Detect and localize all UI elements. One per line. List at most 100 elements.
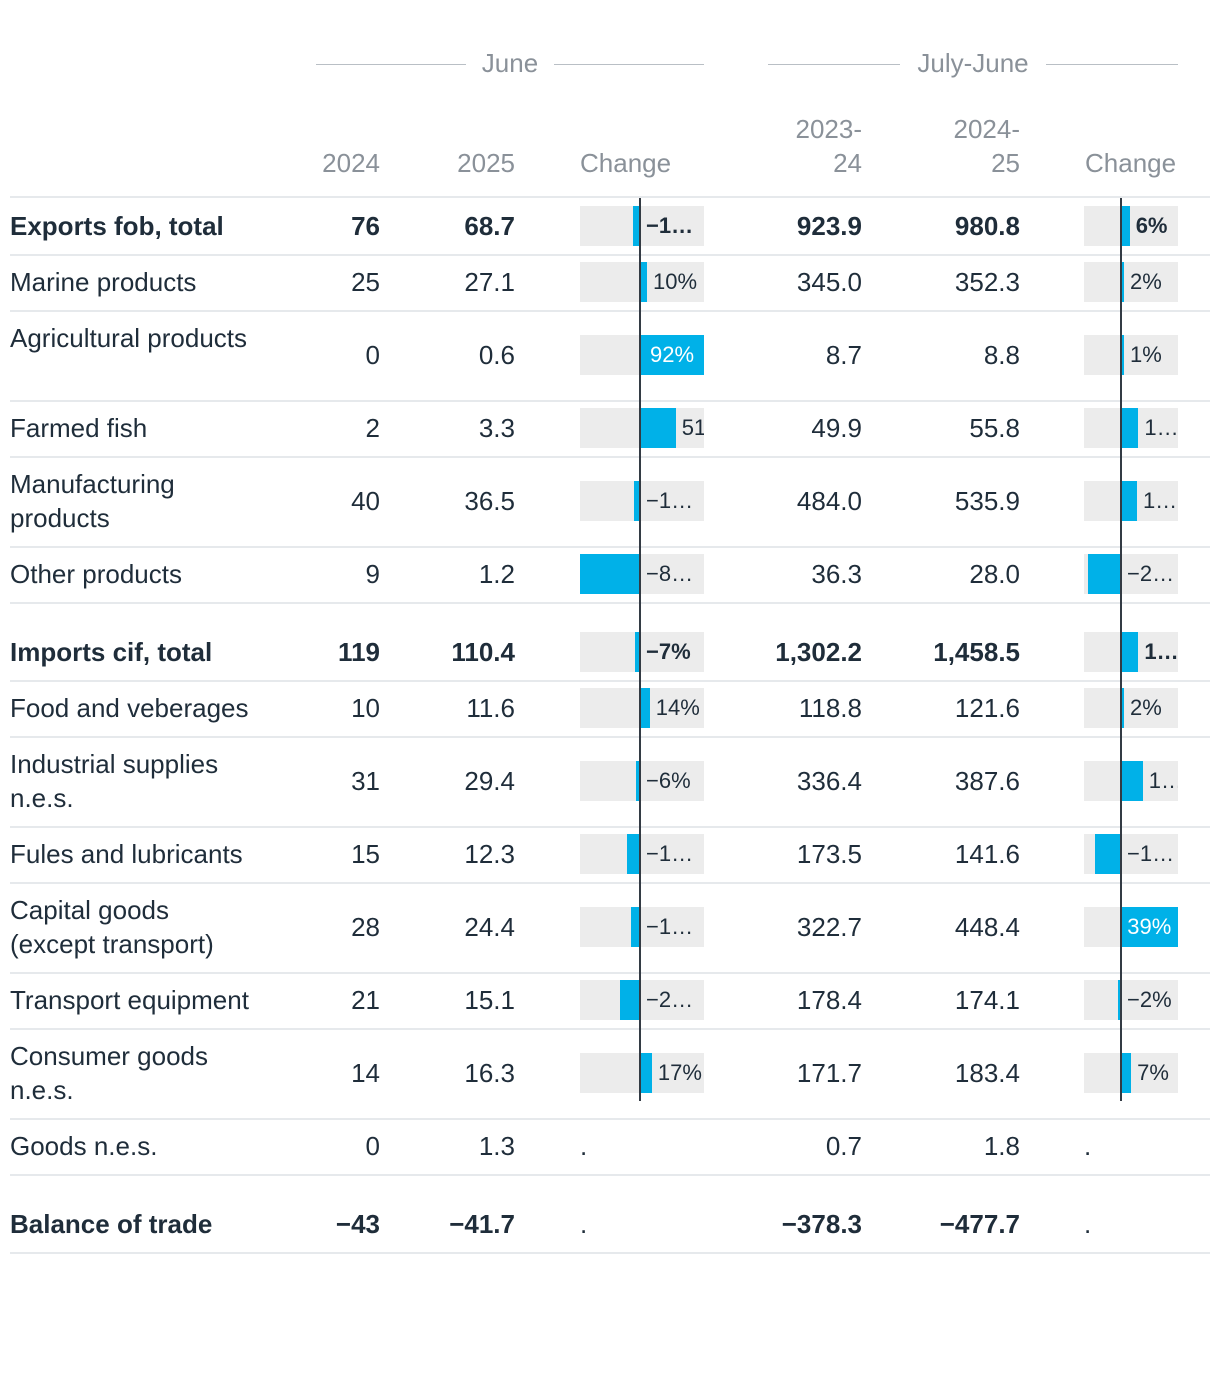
row-label: Transport equipment (10, 985, 249, 1015)
value-2025: 27.1 (464, 267, 515, 297)
col-header-2024: 2024 (322, 148, 380, 178)
row-label: Imports cif, total (10, 637, 213, 667)
value-2025: 12.3 (464, 839, 515, 869)
value-2025: 16.3 (464, 1058, 515, 1088)
value-2023-24: 8.7 (825, 340, 862, 370)
change-julyjune-na: . (1084, 1131, 1092, 1161)
change-june-label: −2… (646, 987, 694, 1012)
change-julyjune-bar (1121, 907, 1178, 947)
change-julyjune-label: −1… (1127, 841, 1175, 866)
value-2024-25: 174.1 (954, 985, 1020, 1015)
value-2023-24: 36.3 (811, 559, 862, 589)
value-2024-25: 141.6 (954, 839, 1020, 869)
col-header-change-june: Change (580, 148, 672, 178)
change-june-bar (640, 408, 676, 448)
row-label: Marine products (10, 267, 197, 297)
change-june-na: . (580, 1131, 588, 1161)
change-june-bar-bg (580, 632, 704, 672)
row-label: Agricultural products (10, 323, 247, 353)
value-2024: 119 (338, 637, 380, 667)
value-2024: 10 (351, 693, 380, 723)
row-separator (10, 972, 1210, 974)
row-separator (10, 826, 1210, 828)
change-june-bar (630, 907, 640, 947)
change-june-label: −8… (646, 561, 694, 586)
change-julyjune-bar (1087, 554, 1121, 594)
value-2024-25: 980.8 (954, 211, 1020, 241)
change-june-bar (633, 206, 640, 246)
value-2024: 9 (365, 559, 380, 589)
value-2024-25: 121.6 (954, 693, 1020, 723)
julyjune-group-header: July-June (917, 48, 1029, 78)
value-2025: 36.5 (464, 486, 515, 516)
col-header-2024-25-a: 2024- (953, 114, 1021, 144)
change-june-bar-bg (580, 761, 704, 801)
value-2024-25: 1,458.5 (933, 637, 1020, 667)
value-2023-24: 178.4 (796, 985, 862, 1015)
row-label: Manufacturing products (10, 469, 175, 533)
change-julyjune-label: 1… (1142, 488, 1178, 513)
col-header-2023-24-a: 2023- (795, 114, 863, 144)
change-julyjune-bar-bg (1084, 335, 1178, 375)
change-june-bar (640, 335, 704, 375)
change-june-label: −1… (646, 914, 694, 939)
value-2024-25: 8.8 (983, 340, 1020, 370)
change-julyjune-label: 7% (1137, 1060, 1169, 1085)
change-june-label: 51% (681, 415, 704, 440)
value-2024: 0 (365, 340, 380, 370)
value-2025: 1.2 (478, 559, 515, 589)
value-2024: 40 (351, 486, 380, 516)
row-label: Farmed fish (10, 413, 148, 443)
change-julyjune-label: 2% (1130, 269, 1162, 294)
value-2024: 14 (351, 1058, 380, 1088)
value-2023-24: 322.7 (796, 912, 862, 942)
change-julyjune-bar (1118, 980, 1121, 1020)
value-2023-24: 118.8 (798, 693, 862, 723)
row-separator (10, 1174, 1210, 1176)
value-2025: 110.4 (451, 637, 515, 667)
value-2024: 28 (351, 912, 380, 942)
value-2024-25: 448.4 (954, 912, 1020, 942)
value-2025: −41.7 (449, 1209, 515, 1239)
change-june-label: 14% (655, 695, 700, 720)
value-2024: 0 (365, 1131, 380, 1161)
value-2024: −43 (335, 1209, 380, 1239)
change-june-na: . (580, 1209, 588, 1239)
col-header-2025: 2025 (457, 148, 515, 178)
row-label: Capital goods (except transport) (10, 895, 214, 959)
change-julyjune-bar (1121, 632, 1139, 672)
row-separator (10, 1028, 1210, 1030)
change-june-bar-bg (580, 980, 704, 1020)
change-julyjune-bar (1121, 1053, 1132, 1093)
row-separator (10, 1252, 1210, 1254)
zero-line-june (639, 198, 641, 1101)
row-separator (10, 254, 1210, 256)
change-julyjune-bar (1121, 206, 1130, 246)
value-2024: 76 (351, 211, 380, 241)
change-june-bar (640, 262, 647, 302)
row-label: Other products (10, 559, 182, 589)
value-2024-25: 1.8 (983, 1131, 1020, 1161)
header-separator (10, 196, 1210, 198)
change-june-bar (620, 980, 640, 1020)
change-julyjune-na: . (1084, 1209, 1092, 1239)
value-2024: 21 (351, 985, 380, 1015)
zero-line-julyjune (1120, 198, 1122, 1101)
change-june-label: −6% (646, 768, 691, 793)
value-2023-24: 1,302.2 (775, 637, 862, 667)
change-julyjune-bar (1121, 262, 1124, 302)
julyjune-group-line-right (1046, 64, 1178, 65)
change-julyjune-bar-bg (1084, 206, 1178, 246)
change-june-bar (580, 554, 640, 594)
june-group-header: June (481, 48, 539, 78)
row-label: Balance of trade (10, 1209, 213, 1239)
value-2024-25: 55.8 (969, 413, 1020, 443)
change-julyjune-label: −2… (1127, 561, 1175, 586)
value-2023-24: 336.4 (796, 766, 862, 796)
value-2023-24: 923.9 (796, 211, 862, 241)
row-label: Food and veberages (10, 693, 249, 723)
change-julyjune-label: 1… (1144, 415, 1178, 440)
value-2024: 25 (351, 267, 380, 297)
value-2023-24: 171.7 (796, 1058, 862, 1088)
